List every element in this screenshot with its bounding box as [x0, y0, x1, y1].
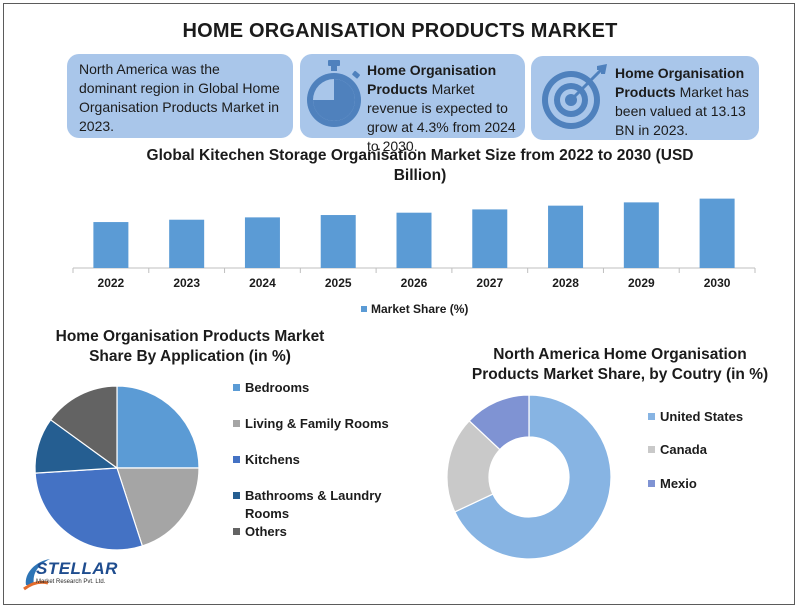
slice-bedrooms	[116, 385, 200, 469]
x-tick-label: 2025	[325, 276, 352, 290]
legend-label: Bathrooms & Laundry Rooms	[245, 488, 382, 521]
info-box-text: North America was the dominant region in…	[79, 61, 280, 134]
slice-kitchens	[34, 467, 144, 551]
info-box-text: Home Organisation Products Market revenu…	[367, 62, 516, 154]
stellar-logo: STELLAR Market Research Pvt. Ltd.	[22, 555, 122, 595]
bar-2026	[396, 212, 432, 268]
legend-swatch	[233, 456, 240, 463]
legend-swatch	[361, 306, 367, 312]
pie-chart-title: Home Organisation Products Market Share …	[55, 328, 325, 365]
bar-2024	[244, 217, 280, 268]
page-title: HOME ORGANISATION PRODUCTS MARKET	[182, 20, 618, 42]
legend-swatch	[648, 413, 655, 420]
legend-label: Canada	[660, 442, 707, 457]
info-box-growth: Home Organisation Products Market revenu…	[300, 54, 525, 154]
bar-2025	[320, 215, 356, 268]
legend-swatch	[648, 446, 655, 453]
slice-others	[49, 385, 118, 470]
legend-swatch	[233, 384, 240, 391]
bar-2028	[548, 205, 584, 268]
legend-label: Others	[245, 524, 287, 539]
bar-2030	[699, 198, 735, 268]
slice-united-states	[454, 394, 612, 560]
bar-chart: 2022 2023 2024 2025 2026 2027 2028 2029 2030 Mark…	[72, 198, 756, 316]
application-pie-chart	[34, 385, 200, 551]
x-tick-label: 2026	[401, 276, 428, 290]
infographic-frame	[3, 3, 795, 605]
legend-label: Mexio	[660, 476, 697, 491]
legend-swatch	[233, 420, 240, 427]
x-tick-label: 2023	[173, 276, 200, 290]
target-icon	[542, 64, 607, 129]
x-tick-label: 2030	[704, 276, 731, 290]
bar-2023	[169, 219, 205, 268]
legend-swatch	[233, 492, 240, 499]
bar-2022	[93, 222, 129, 268]
legend-label: Kitchens	[245, 452, 300, 467]
logo-swoosh-icon	[23, 559, 50, 591]
bar-legend-label: Market Share (%)	[371, 302, 468, 316]
x-tick-label: 2024	[249, 276, 276, 290]
legend-swatch	[648, 480, 655, 487]
x-tick-label: 2027	[476, 276, 503, 290]
x-tick-label: 2028	[552, 276, 579, 290]
country-donut-chart	[446, 394, 612, 560]
bar-2029	[623, 202, 659, 268]
bar-chart-title: Global Kitechen Storage Organisation Mar…	[146, 147, 694, 184]
stopwatch-icon	[307, 60, 361, 127]
legend-label: Living & Family Rooms	[245, 416, 389, 431]
slice-living-family-rooms	[116, 467, 200, 547]
legend-swatch	[233, 528, 240, 535]
x-tick-label: 2022	[98, 276, 125, 290]
info-box-region: North America was the dominant region in…	[67, 54, 293, 138]
donut-chart-title: North America Home Organisation Products…	[471, 346, 769, 383]
info-box-text: Home Organisation Products Market has be…	[615, 65, 749, 138]
legend-label: Bedrooms	[245, 380, 310, 395]
info-box-valuation: Home Organisation Products Market has be…	[531, 56, 759, 140]
x-tick-label: 2029	[628, 276, 655, 290]
slice-mexio	[468, 394, 530, 451]
logo-subtitle: Market Research Pvt. Ltd.	[36, 579, 106, 585]
bar-2027	[472, 209, 508, 268]
logo-name: STELLAR	[36, 559, 118, 578]
legend-label: United States	[660, 409, 744, 424]
